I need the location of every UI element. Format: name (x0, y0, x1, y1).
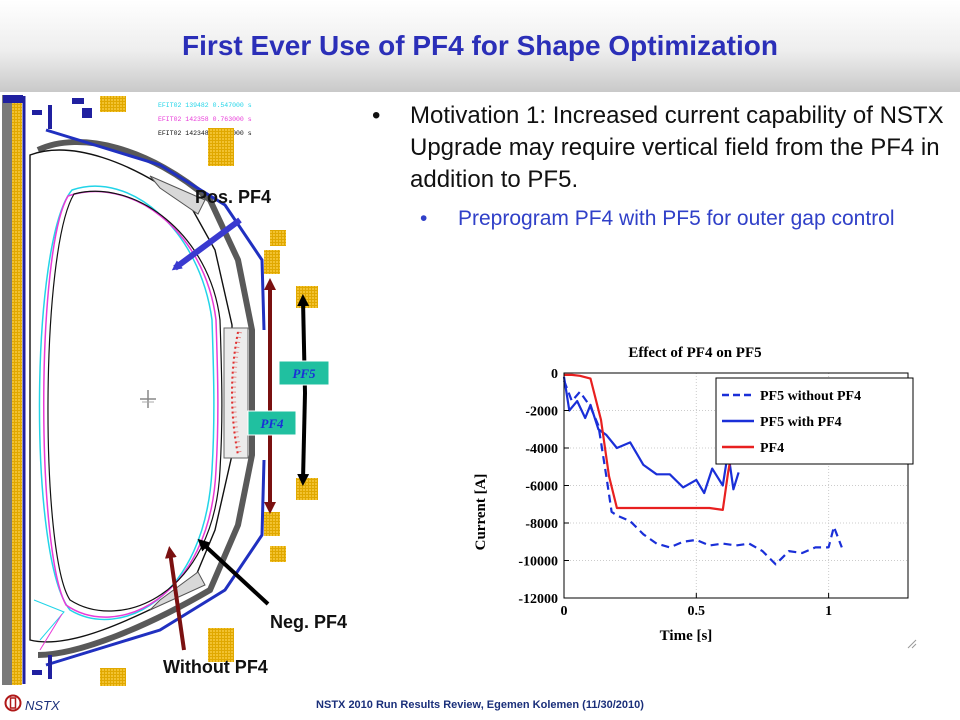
chart-xtick-label: 0 (561, 604, 568, 619)
bullet-list: • Motivation 1: Increased current capabi… (372, 100, 952, 233)
bullet-preprogram: • Preprogram PF4 with PF5 for outer gap … (372, 204, 952, 233)
chart-ytick-label: -2000 (525, 405, 558, 420)
chart-ytick-label: -8000 (525, 517, 558, 532)
bullet-dot: • (420, 207, 428, 230)
chart-plot-frame (563, 372, 909, 599)
chart-series-line-2 (562, 376, 740, 495)
chart-y-axis-label: Current [A] (473, 474, 489, 551)
chart-series-line-3 (564, 373, 736, 511)
footer-text: NSTX 2010 Run Results Review, Egemen Kol… (316, 699, 644, 711)
chart-ytick-label: -12000 (518, 592, 558, 607)
legend-efit-3: EFIT02 142348 0.765000 s (158, 130, 252, 137)
title-bar (0, 0, 960, 92)
slide-title: First Ever Use of PF4 for Shape Optimiza… (182, 30, 778, 61)
pf4-tag: PF4 (260, 416, 284, 431)
chart-xtick-label: 0.5 (688, 604, 706, 619)
chart-ytick-label: 0 (551, 367, 558, 382)
neg-pf4-label: Neg. PF4 (270, 612, 348, 632)
without-pf4-label: Without PF4 (163, 657, 268, 677)
pf5-tag: PF5 (292, 366, 316, 381)
bullet-motivation: • Motivation 1: Increased current capabi… (372, 100, 952, 196)
bullet-preprogram-text: Preprogram PF4 with PF5 for outer gap co… (458, 207, 895, 230)
chart-xtick-label: 1 (825, 604, 832, 619)
chart-legend-label: PF5 without PF4 (760, 389, 861, 404)
chart-series-line-1 (562, 380, 843, 566)
pf4-pf5-chart: Effect of PF4 on PF5 Time [s] Current [A… (470, 330, 920, 655)
chart-ytick-label: -6000 (525, 480, 558, 495)
equilibrium-diagram: EFIT02 139482 0.547000 s EFIT02 142358 0… (0, 92, 330, 690)
chart-legend-label: PF4 (760, 441, 784, 456)
chart-legend-label: PF5 with PF4 (760, 415, 842, 430)
chart-ytick-label: -4000 (525, 442, 558, 457)
chart-ytick-label: -10000 (518, 555, 558, 570)
chart-x-axis-label: Time [s] (660, 628, 713, 644)
footer-logo-text: NSTX (25, 698, 60, 713)
pos-pf4-label: Pos. PF4 (195, 187, 272, 207)
nstx-logo-icon (4, 694, 22, 712)
bullet-dot: • (372, 102, 381, 129)
chart-title: Effect of PF4 on PF5 (628, 345, 761, 361)
legend-efit-2: EFIT02 142358 0.763000 s (158, 116, 252, 123)
footer (0, 690, 960, 720)
legend-efit-1: EFIT02 139482 0.547000 s (158, 102, 252, 109)
bullet-motivation-text: Motivation 1: Increased current capabili… (410, 102, 944, 193)
